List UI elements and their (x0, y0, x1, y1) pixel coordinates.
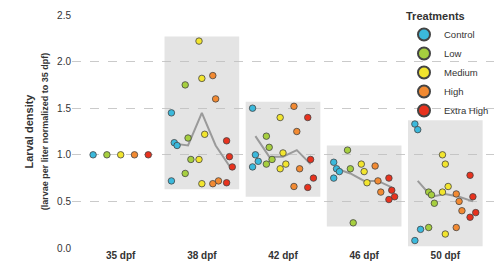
svg-text:2.5: 2.5 (57, 10, 71, 21)
svg-text:Low: Low (444, 48, 462, 59)
svg-text:Larval density(larvae per lite: Larval density(larvae per liter normaliz… (23, 53, 49, 211)
svg-text:46 dpf: 46 dpf (349, 250, 379, 261)
svg-text:0.0: 0.0 (57, 243, 71, 254)
svg-text:35 dpf: 35 dpf (106, 250, 136, 261)
svg-text:1.0: 1.0 (57, 149, 71, 160)
svg-text:Extra High: Extra High (444, 105, 488, 116)
svg-text:2.0: 2.0 (57, 56, 71, 67)
svg-text:42 dpf: 42 dpf (268, 250, 298, 261)
svg-text:High: High (444, 86, 464, 97)
svg-text:Control: Control (444, 29, 475, 40)
svg-text:50 dpf: 50 dpf (431, 250, 461, 261)
svg-text:Medium: Medium (444, 67, 478, 78)
svg-text:Treatments: Treatments (406, 10, 465, 22)
svg-text:0.5: 0.5 (57, 196, 71, 207)
svg-text:1.5: 1.5 (57, 103, 71, 114)
svg-text:38 dpf: 38 dpf (187, 250, 217, 261)
